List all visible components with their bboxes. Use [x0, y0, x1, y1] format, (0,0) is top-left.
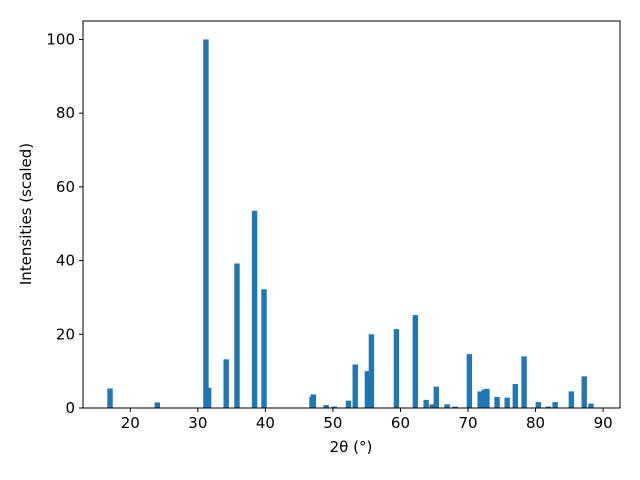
- y-tick-label: 80: [56, 104, 75, 122]
- bar: [223, 359, 229, 408]
- bar: [466, 354, 473, 408]
- bar: [368, 334, 375, 408]
- bar: [477, 391, 483, 408]
- bar: [535, 402, 541, 408]
- y-tick-label: 20: [56, 325, 75, 343]
- bar: [521, 356, 527, 408]
- bar: [393, 329, 400, 408]
- y-axis-label: Intensities (scaled): [17, 143, 35, 285]
- bar: [412, 315, 419, 408]
- x-tick-label: 60: [391, 414, 410, 432]
- x-axis-label: 2θ (°): [330, 438, 373, 456]
- bar: [568, 391, 575, 408]
- bar: [251, 210, 258, 408]
- x-tick-label: 40: [256, 414, 275, 432]
- y-tick-label: 0: [65, 399, 75, 417]
- bar: [588, 403, 594, 408]
- bar: [203, 39, 209, 409]
- bar: [452, 406, 458, 408]
- x-tick-label: 70: [458, 414, 477, 432]
- y-tick-label: 100: [46, 30, 75, 48]
- bar: [581, 376, 587, 408]
- bar: [310, 394, 317, 408]
- bar: [107, 388, 113, 408]
- bar: [352, 364, 358, 408]
- x-tick-label: 80: [526, 414, 545, 432]
- x-tick-label: 30: [188, 414, 207, 432]
- bar: [234, 263, 240, 408]
- bar: [345, 400, 352, 408]
- bar: [261, 289, 267, 408]
- bar: [545, 406, 552, 408]
- bar: [364, 371, 371, 408]
- x-tick-label: 20: [121, 414, 140, 432]
- bar: [323, 405, 329, 408]
- bar: [504, 397, 510, 408]
- bar: [205, 387, 212, 408]
- bar: [484, 388, 490, 408]
- bar: [481, 389, 487, 408]
- bar: [423, 399, 429, 408]
- bar: [444, 404, 450, 408]
- bar: [429, 404, 435, 408]
- bar: [433, 386, 439, 408]
- bar: [154, 402, 161, 408]
- bar: [552, 402, 558, 408]
- y-tick-label: 60: [56, 178, 75, 196]
- x-tick-label: 90: [594, 414, 613, 432]
- bar: [494, 396, 500, 408]
- x-tick-label: 50: [323, 414, 342, 432]
- y-tick-label: 40: [56, 252, 75, 270]
- bar: [512, 384, 519, 408]
- bar: [331, 406, 337, 408]
- plot-frame: [82, 20, 621, 409]
